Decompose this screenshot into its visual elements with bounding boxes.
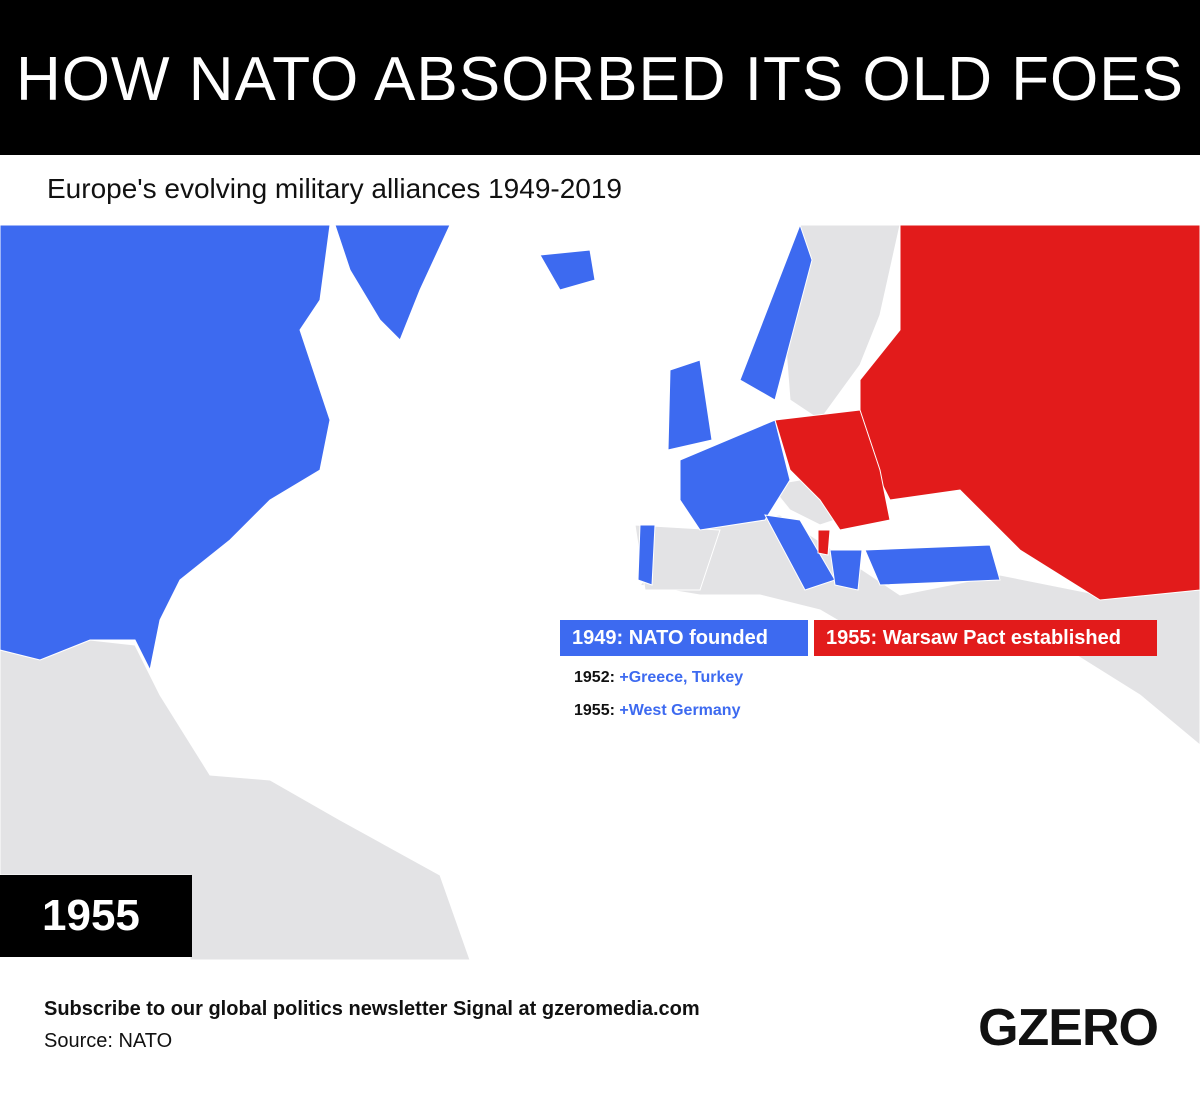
title: HOW NATO ABSORBED ITS OLD FOES [15,45,1184,114]
country [739,225,813,401]
addition-members: +Greece, Turkey [619,669,744,686]
subtitle: Europe's evolving military alliances 194… [47,173,622,204]
header-bar [0,0,1200,155]
black-sea [893,497,977,537]
subscribe-note: Subscribe to our global politics newslet… [44,998,700,1020]
country [334,225,451,341]
country [637,524,656,586]
source: Source: NATO [44,1030,173,1052]
country [859,225,1200,601]
legend-nato: 1949: NATO founded [560,620,808,656]
addition-year: 1955: [574,702,615,719]
map [0,225,1200,960]
addition: 1952: +Greece, Turkey [574,669,743,687]
addition: 1955: +West Germany [574,702,740,720]
logo: GZERO [978,999,1159,1057]
addition-members: +West Germany [619,702,741,719]
legend-warsaw: 1955: Warsaw Pact established [814,620,1157,656]
country [0,225,331,672]
country [829,549,863,591]
addition-year: 1952: [574,669,615,686]
country [774,409,891,531]
year-label: 1955 [0,875,192,957]
country [864,544,1001,586]
country [539,249,596,291]
country [817,529,831,556]
country [667,359,713,451]
